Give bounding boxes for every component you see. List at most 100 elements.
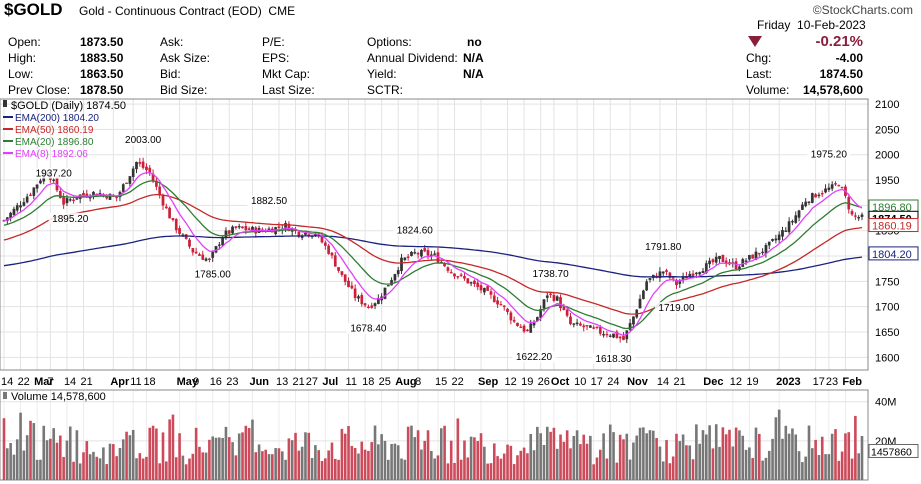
price-bar-body: [373, 303, 377, 307]
volume-bar: [784, 425, 788, 480]
price-bar-body: [360, 295, 364, 305]
volume-bar: [661, 461, 665, 480]
price-bar-body: [65, 198, 69, 204]
volume-bar: [208, 439, 211, 480]
price-bar-body: [860, 214, 864, 217]
ask-label: Ask:: [160, 35, 184, 49]
volume-bar: [221, 437, 224, 480]
price-annotation: 1882.50: [251, 196, 288, 207]
legend-ema50: EMA(50) 1860.19: [15, 125, 94, 136]
volume-bar: [2, 418, 6, 480]
volume-bar: [370, 442, 374, 480]
price-bar-body: [827, 187, 831, 190]
price-bar-body: [545, 295, 549, 298]
volume-bar: [218, 437, 221, 480]
volume-bar: [678, 441, 682, 480]
price-bar-body: [108, 193, 112, 200]
price-bar-body: [376, 297, 380, 305]
price-bar-body: [622, 335, 625, 340]
price-bar-body: [367, 306, 370, 309]
price-bar-body: [711, 259, 715, 263]
price-bar-body: [642, 290, 645, 299]
price-bar-body: [648, 278, 652, 280]
volume-bar: [632, 442, 635, 480]
price-bar-body: [701, 270, 705, 274]
date-tick-label: Sep: [478, 376, 498, 388]
price-bar-body: [492, 295, 496, 303]
price-annotation: 1791.80: [645, 242, 682, 253]
price-bar-body: [244, 226, 248, 231]
price-bar-body: [794, 215, 798, 223]
price-bar-body: [416, 253, 420, 255]
last-volume-box: [868, 443, 919, 458]
volume-bar: [373, 425, 377, 480]
volume-bar: [840, 451, 844, 480]
volume-bar: [638, 427, 642, 480]
price-bar-body: [506, 308, 509, 312]
volume-bar: [400, 458, 403, 480]
price-bar-body: [456, 276, 460, 278]
price-bar-body: [82, 192, 85, 196]
volume-bar: [738, 430, 741, 480]
price-bar-body: [559, 297, 562, 309]
volume-bar: [410, 425, 413, 480]
price-bar-body: [161, 195, 165, 206]
volume-bar: [486, 463, 489, 480]
price-bar-body: [19, 205, 22, 208]
volume-bar: [151, 425, 155, 480]
volume-bar: [559, 434, 562, 480]
volume-bar: [234, 455, 238, 480]
volume-bar: [701, 430, 705, 480]
volume-bar: [615, 462, 619, 480]
volume-value: 14,578,600: [802, 83, 863, 97]
volume-bar: [68, 426, 72, 480]
volume-bar: [612, 432, 615, 480]
legend-volume: Volume 14,578,600: [11, 391, 106, 403]
volume-bar: [449, 440, 453, 480]
volume-bar: [131, 429, 135, 480]
volume-bar: [307, 432, 311, 480]
volume-bar: [608, 424, 612, 480]
price-bar-body: [178, 228, 181, 234]
price-bar-body: [661, 271, 665, 274]
price-bar-body: [516, 322, 519, 327]
price-annotation: 2003.00: [125, 135, 162, 146]
volume-bar: [85, 441, 89, 480]
volume-bar: [353, 448, 357, 480]
volume-bar: [691, 459, 695, 480]
volume-bar: [390, 443, 393, 480]
chart-grid: [0, 99, 868, 480]
price-bar-body: [287, 223, 291, 232]
price-bar-body: [39, 180, 42, 184]
price-bar-body: [357, 296, 360, 299]
high-label: High:: [8, 51, 37, 65]
price-bar-body: [598, 327, 602, 334]
volume-bar: [314, 445, 317, 480]
volume-bar: [479, 433, 483, 480]
stockcharts-logo[interactable]: ©StockCharts.com: [812, 3, 913, 17]
volume-bar: [317, 450, 321, 480]
price-bar-body: [489, 291, 493, 295]
price-bar-body: [738, 266, 741, 269]
price-bar-body: [688, 273, 692, 277]
price-bar-body: [198, 254, 201, 256]
volume-bar: [830, 433, 834, 480]
volume-bar: [271, 454, 274, 480]
volume-bar: [55, 442, 59, 480]
date-tick-label: Aug: [395, 376, 416, 388]
volume-bar: [582, 434, 586, 480]
price-bar-body: [466, 278, 470, 284]
volume-bar: [777, 409, 781, 480]
volume-bar: [257, 444, 261, 480]
volume-bar: [492, 443, 496, 480]
volume-bar: [297, 450, 301, 480]
price-bar-body: [323, 242, 327, 246]
price-bar-body: [592, 327, 596, 329]
price-bar-body: [131, 168, 135, 178]
volume-bar: [327, 450, 330, 480]
symbol-title: $GOLD: [4, 0, 63, 19]
percent-change: -0.21%: [815, 33, 863, 50]
price-bar-body: [333, 255, 337, 267]
